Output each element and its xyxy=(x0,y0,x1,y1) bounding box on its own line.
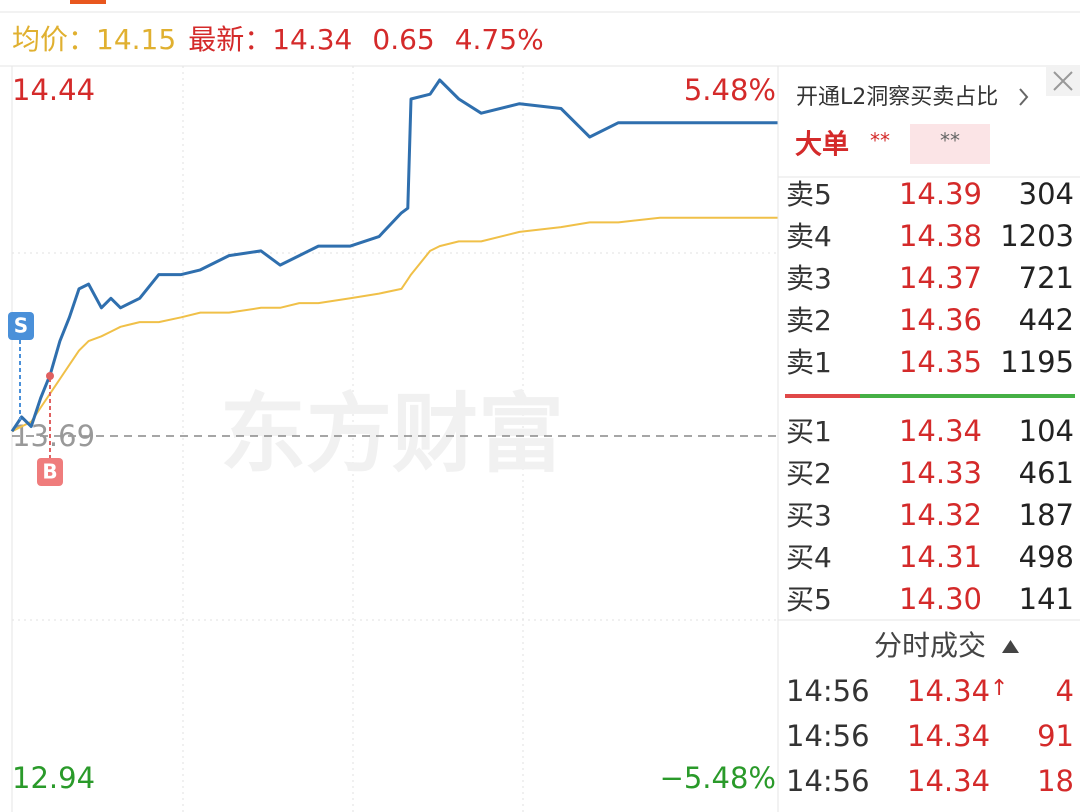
grid xyxy=(12,66,778,812)
latest-price: 14.34 xyxy=(272,23,352,56)
watermark: 东方财富 xyxy=(220,384,564,484)
buy-label: 买5 xyxy=(786,583,832,616)
y2-tick-label: −5.48% xyxy=(660,761,776,795)
trade-price-value: 14.34 xyxy=(907,674,990,708)
buy-label: 买4 xyxy=(786,541,832,574)
sell-price: 14.37 xyxy=(899,261,982,295)
y-tick-label: 12.94 xyxy=(12,761,95,795)
y-tick-label: 14.44 xyxy=(12,73,95,107)
sell-price: 14.35 xyxy=(899,345,982,379)
sell-label: 卖3 xyxy=(786,262,832,295)
avg-price: 14.15 xyxy=(96,23,176,56)
sort-icon xyxy=(1002,640,1019,653)
buy-label: 买2 xyxy=(786,457,832,490)
close-icon xyxy=(1053,71,1073,91)
sell-price: 14.38 xyxy=(899,219,982,253)
buy-volume: 141 xyxy=(1019,582,1074,616)
buy-price: 14.30 xyxy=(899,582,982,616)
trade-volume: 4 xyxy=(1056,674,1074,708)
big-order-buy: ** xyxy=(870,129,890,153)
marker-dot xyxy=(46,372,54,380)
buy-label: 买3 xyxy=(786,499,832,532)
marker-label: S xyxy=(14,314,28,338)
sell-volume: 1203 xyxy=(1000,219,1074,253)
sell-volume: 304 xyxy=(1019,177,1074,211)
buy-volume: 461 xyxy=(1019,456,1074,490)
sell-volume: 721 xyxy=(1019,261,1074,295)
buy-volume: 187 xyxy=(1019,498,1074,532)
sell-volume: 1195 xyxy=(1000,345,1074,379)
change: 0.65 xyxy=(372,23,434,56)
sell-price: 14.36 xyxy=(899,303,982,337)
latest-label: 最新： xyxy=(188,23,272,56)
buy-volume: 498 xyxy=(1019,540,1074,574)
price-line xyxy=(10,78,778,433)
trade-volume: 18 xyxy=(1037,764,1074,798)
sell-label: 卖4 xyxy=(786,220,832,253)
sell-volume: 442 xyxy=(1019,303,1074,337)
big-order-sell: ** xyxy=(940,129,960,153)
buy-marker[interactable] xyxy=(37,458,63,486)
trade-time: 14:56 xyxy=(786,674,870,708)
sell-label: 卖2 xyxy=(786,304,832,337)
y2-tick-label: 5.48% xyxy=(684,73,776,107)
buy-volume: 104 xyxy=(1019,414,1074,448)
trade-arrow: ↑ xyxy=(990,676,1008,701)
big-order-label: 大单 xyxy=(795,130,849,161)
trades-title[interactable]: 分时成交 xyxy=(874,629,986,662)
sell-price: 14.39 xyxy=(899,177,982,211)
buy-label: 买1 xyxy=(786,415,832,448)
sell-marker[interactable] xyxy=(8,312,34,340)
buy-price: 14.32 xyxy=(899,498,982,532)
trade-volume: 91 xyxy=(1037,719,1074,753)
sell-label: 卖5 xyxy=(786,178,832,211)
trade-price-value: 14.34 xyxy=(907,719,990,753)
buy-price: 14.34 xyxy=(899,414,982,448)
avg-line xyxy=(11,216,778,433)
trade-price-value: 14.34 xyxy=(907,764,990,798)
trade-time: 14:56 xyxy=(786,764,870,798)
buy-price: 14.31 xyxy=(899,540,982,574)
change-pct: 4.75% xyxy=(455,23,544,56)
l2-link[interactable]: 开通L2洞察买卖占比 xyxy=(796,85,998,110)
sell-label: 卖1 xyxy=(786,346,832,379)
marker-label: B xyxy=(42,460,57,484)
big-order-box xyxy=(910,124,990,164)
trade-price: 14.34↑ xyxy=(907,674,1008,708)
tab-indicator[interactable] xyxy=(70,0,106,4)
header: 均价：14.15 最新：14.34 0.65 4.75% xyxy=(12,23,544,56)
buy-price: 14.33 xyxy=(899,456,982,490)
trade-price: 14.34 xyxy=(907,719,990,753)
ratio-bar-sell xyxy=(785,394,860,398)
trade-price: 14.34 xyxy=(907,764,990,798)
ratio-bar-buy xyxy=(860,394,1075,398)
trade-time: 14:56 xyxy=(786,719,870,753)
avg-label: 均价： xyxy=(12,23,96,56)
chevron xyxy=(1019,88,1029,106)
